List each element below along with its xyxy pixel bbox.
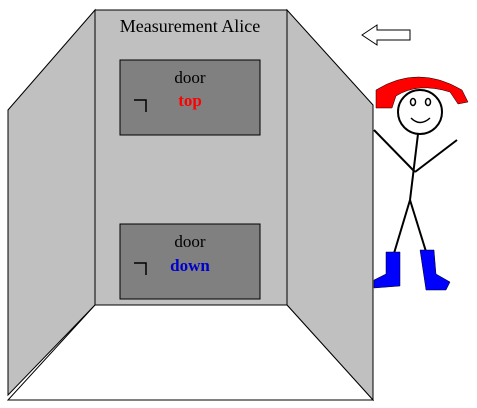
- door-down-panel[interactable]: [119, 223, 261, 300]
- boot-right-icon: [419, 249, 451, 291]
- corner-mark-icon: [134, 99, 147, 112]
- hat-icon: [375, 76, 469, 109]
- door-top[interactable]: door top: [119, 59, 261, 136]
- figure-eye-right: [424, 97, 432, 107]
- figure-arm-left: [373, 129, 416, 173]
- figure-leg-left: [391, 199, 411, 261]
- door-top-word: door: [174, 68, 206, 87]
- stick-figure-alice: [373, 76, 469, 291]
- door-top-panel[interactable]: [119, 59, 261, 136]
- figure-leg-right: [409, 199, 429, 259]
- booth: Measurement Alice door top door down: [6, 8, 375, 402]
- figure-torso: [409, 133, 419, 201]
- figure-arm-right: [414, 139, 458, 173]
- door-down-word: door: [174, 232, 206, 251]
- door-down-label: down: [170, 256, 210, 275]
- door-top-label: top: [178, 91, 202, 110]
- figure-smile: [410, 117, 431, 124]
- figure-eye-left: [409, 97, 417, 107]
- boot-left-icon: [373, 251, 401, 289]
- left-arrow-icon: [361, 24, 411, 46]
- figure-head: [397, 89, 443, 135]
- corner-mark-icon: [134, 262, 147, 275]
- door-down[interactable]: door down: [119, 223, 261, 300]
- booth-title: Measurement Alice: [120, 16, 260, 36]
